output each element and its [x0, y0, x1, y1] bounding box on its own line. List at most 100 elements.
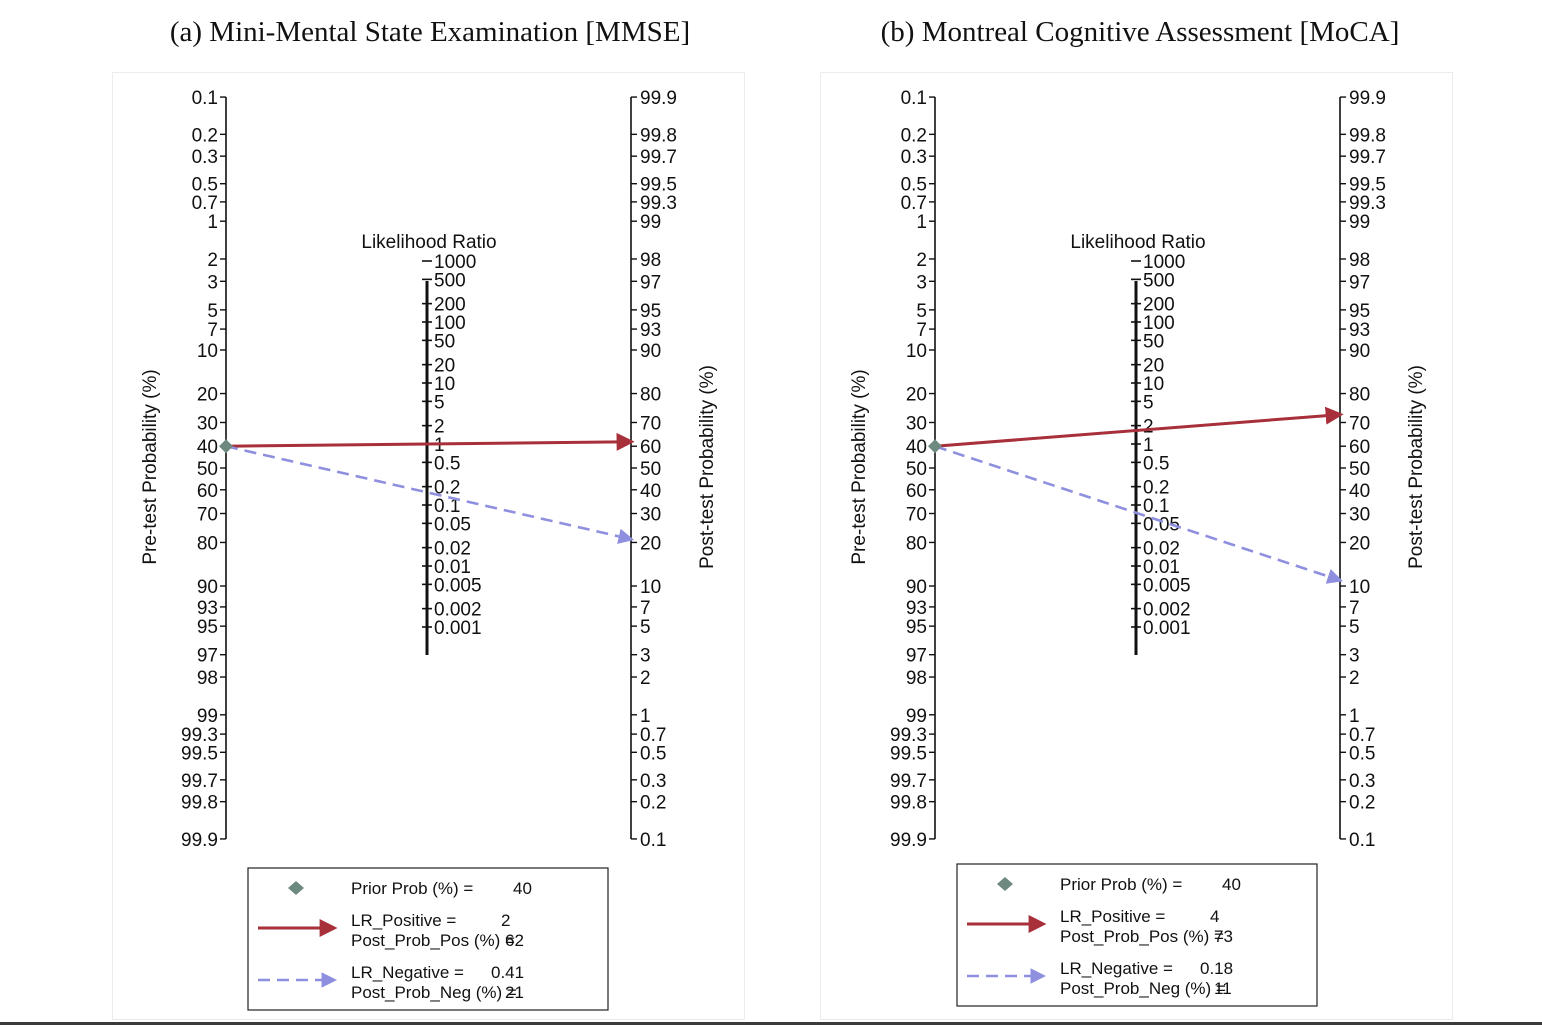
pretest-tick-label: 0.3: [192, 147, 218, 168]
pretest-tick-label: 95: [197, 617, 218, 638]
posttest-tick-label: 98: [640, 250, 661, 271]
posttest-tick-label: 0.3: [640, 771, 666, 792]
lr-tick-label: 0.05: [434, 514, 471, 535]
pretest-tick-label: 7: [207, 320, 218, 341]
posttest-tick-label: 80: [640, 385, 661, 406]
lr-axis-title: Likelihood Ratio: [361, 232, 496, 253]
posttest-tick-label: 1: [640, 706, 651, 727]
posttest-tick-label: 20: [640, 533, 661, 554]
posttest-tick-label: 99.5: [640, 175, 677, 196]
posttest-tick-label: 40: [1349, 481, 1370, 502]
lr-tick-label: 200: [434, 295, 466, 316]
lr-tick-label: 10: [1143, 374, 1164, 395]
posttest-tick-label: 60: [640, 437, 661, 458]
lr-tick-label: 5: [1143, 392, 1154, 413]
posttest-tick-label: 93: [640, 320, 661, 341]
posttest-tick-label: 95: [640, 301, 661, 322]
legend-frame: [247, 867, 609, 1011]
pretest-tick-label: 0.5: [192, 175, 218, 196]
posttest-tick-label: 0.5: [1349, 743, 1375, 764]
legend-box: Prior Prob (%) = 40 LR_Positive = 4 Post_Pro…: [956, 863, 1318, 1007]
posttest-tick-label: 7: [1349, 598, 1360, 619]
posttest-tick-label: 50: [1349, 459, 1370, 480]
pretest-tick-label: 0.3: [901, 147, 927, 168]
pretest-tick-label: 90: [906, 577, 927, 598]
panel-b-title: (b) Montreal Cognitive Assessment [MoCA]: [880, 16, 1400, 48]
legend-lr-neg-value: 0.18: [1200, 959, 1233, 978]
posttest-tick-label: 0.5: [640, 743, 666, 764]
posttest-tick-label: 0.2: [640, 793, 666, 814]
pretest-tick-label: 93: [906, 598, 927, 619]
legend-lr-pos-value: 4: [1210, 907, 1219, 926]
posttest-tick-label: 99.7: [1349, 147, 1386, 168]
pretest-tick-label: 0.5: [901, 175, 927, 196]
pretest-tick-label: 0.7: [901, 193, 927, 214]
posttest-tick-label: 70: [640, 413, 661, 434]
legend-post-neg-label: Post_Prob_Neg (%) =: [1060, 979, 1226, 998]
pretest-tick-label: 95: [906, 617, 927, 638]
lr-tick-label: 1000: [434, 252, 476, 273]
legend-lr-pos-label: LR_Positive =: [1060, 907, 1165, 926]
posttest-tick-label: 98: [1349, 250, 1370, 271]
legend-post-neg-label: Post_Prob_Neg (%) =: [351, 983, 517, 1002]
lr-tick-label: 50: [1143, 331, 1164, 352]
legend-prior-marker: [288, 881, 304, 895]
lr-axis-title: Likelihood Ratio: [1070, 232, 1205, 253]
pretest-tick-label: 0.2: [192, 125, 218, 146]
pretest-tick-label: 2: [207, 250, 218, 271]
pretest-tick-label: 99.3: [181, 725, 218, 746]
lr-tick-label: 0.1: [1143, 496, 1169, 517]
pretest-tick-label: 10: [197, 341, 218, 362]
pretest-tick-label: 10: [906, 341, 927, 362]
pretest-tick-label: 98: [197, 668, 218, 689]
panel-a-plot: 0.10.20.30.50.71235710203040506070809093…: [140, 88, 718, 1011]
lr-tick-label: 0.01: [434, 557, 471, 578]
pretest-tick-label: 99.5: [890, 743, 927, 764]
pretest-tick-label: 99.9: [890, 830, 927, 851]
posttest-tick-label: 10: [1349, 577, 1370, 598]
negative-lr-line: [225, 444, 635, 544]
legend-lr-pos-value: 2: [501, 911, 510, 930]
pretest-tick-label: 0.7: [192, 193, 218, 214]
posttest-axis-title: Post-test Probability (%): [697, 365, 718, 569]
posttest-tick-label: 5: [1349, 617, 1360, 638]
posttest-tick-label: 97: [640, 272, 661, 293]
legend-prior-label: Prior Prob (%) =: [1060, 875, 1182, 894]
lr-tick-label: 500: [1143, 270, 1175, 291]
lr-tick-label: 200: [1143, 295, 1175, 316]
pretest-tick-label: 5: [916, 301, 927, 322]
posttest-tick-label: 99.8: [1349, 125, 1386, 146]
pretest-tick-label: 0.2: [901, 125, 927, 146]
panel-b-plot: 0.10.20.30.50.71235710203040506070809093…: [849, 88, 1427, 1007]
legend-lr-neg-label: LR_Negative =: [1060, 959, 1173, 978]
legend-prior-value: 40: [1222, 875, 1241, 894]
lr-tick-label: 0.5: [1143, 453, 1169, 474]
pretest-tick-label: 70: [197, 505, 218, 526]
lr-tick-label: 0.05: [1143, 514, 1180, 535]
lr-tick-label: 0.005: [1143, 575, 1191, 596]
prior-marker: [928, 439, 942, 454]
posttest-tick-label: 30: [1349, 505, 1370, 526]
lr-tick-label: 0.2: [434, 478, 460, 499]
posttest-tick-label: 80: [1349, 385, 1370, 406]
lr-tick-label: 0.002: [434, 600, 482, 621]
lr-tick-label: 10: [434, 374, 455, 395]
pretest-tick-label: 99.8: [890, 793, 927, 814]
lr-tick-label: 0.002: [1143, 600, 1191, 621]
legend-frame: [956, 863, 1318, 1007]
pretest-tick-label: 1: [207, 212, 218, 233]
legend-post-pos-value: 62: [505, 931, 524, 950]
posttest-tick-label: 0.2: [1349, 793, 1375, 814]
pretest-tick-label: 90: [197, 577, 218, 598]
lr-tick-label: 1: [1143, 435, 1154, 456]
pretest-axis-title: Pre-test Probability (%): [140, 369, 161, 564]
legend-prior-marker: [997, 877, 1013, 891]
pretest-axis-title: Pre-test Probability (%): [849, 369, 870, 564]
posttest-tick-label: 99.8: [640, 125, 677, 146]
pretest-tick-label: 99: [197, 706, 218, 727]
pretest-tick-label: 7: [916, 320, 927, 341]
panel-a-title: (a) Mini-Mental State Examination [MMSE]: [169, 16, 691, 48]
posttest-tick-label: 95: [1349, 301, 1370, 322]
lr-tick-label: 0.001: [434, 618, 482, 639]
pretest-tick-label: 20: [906, 385, 927, 406]
